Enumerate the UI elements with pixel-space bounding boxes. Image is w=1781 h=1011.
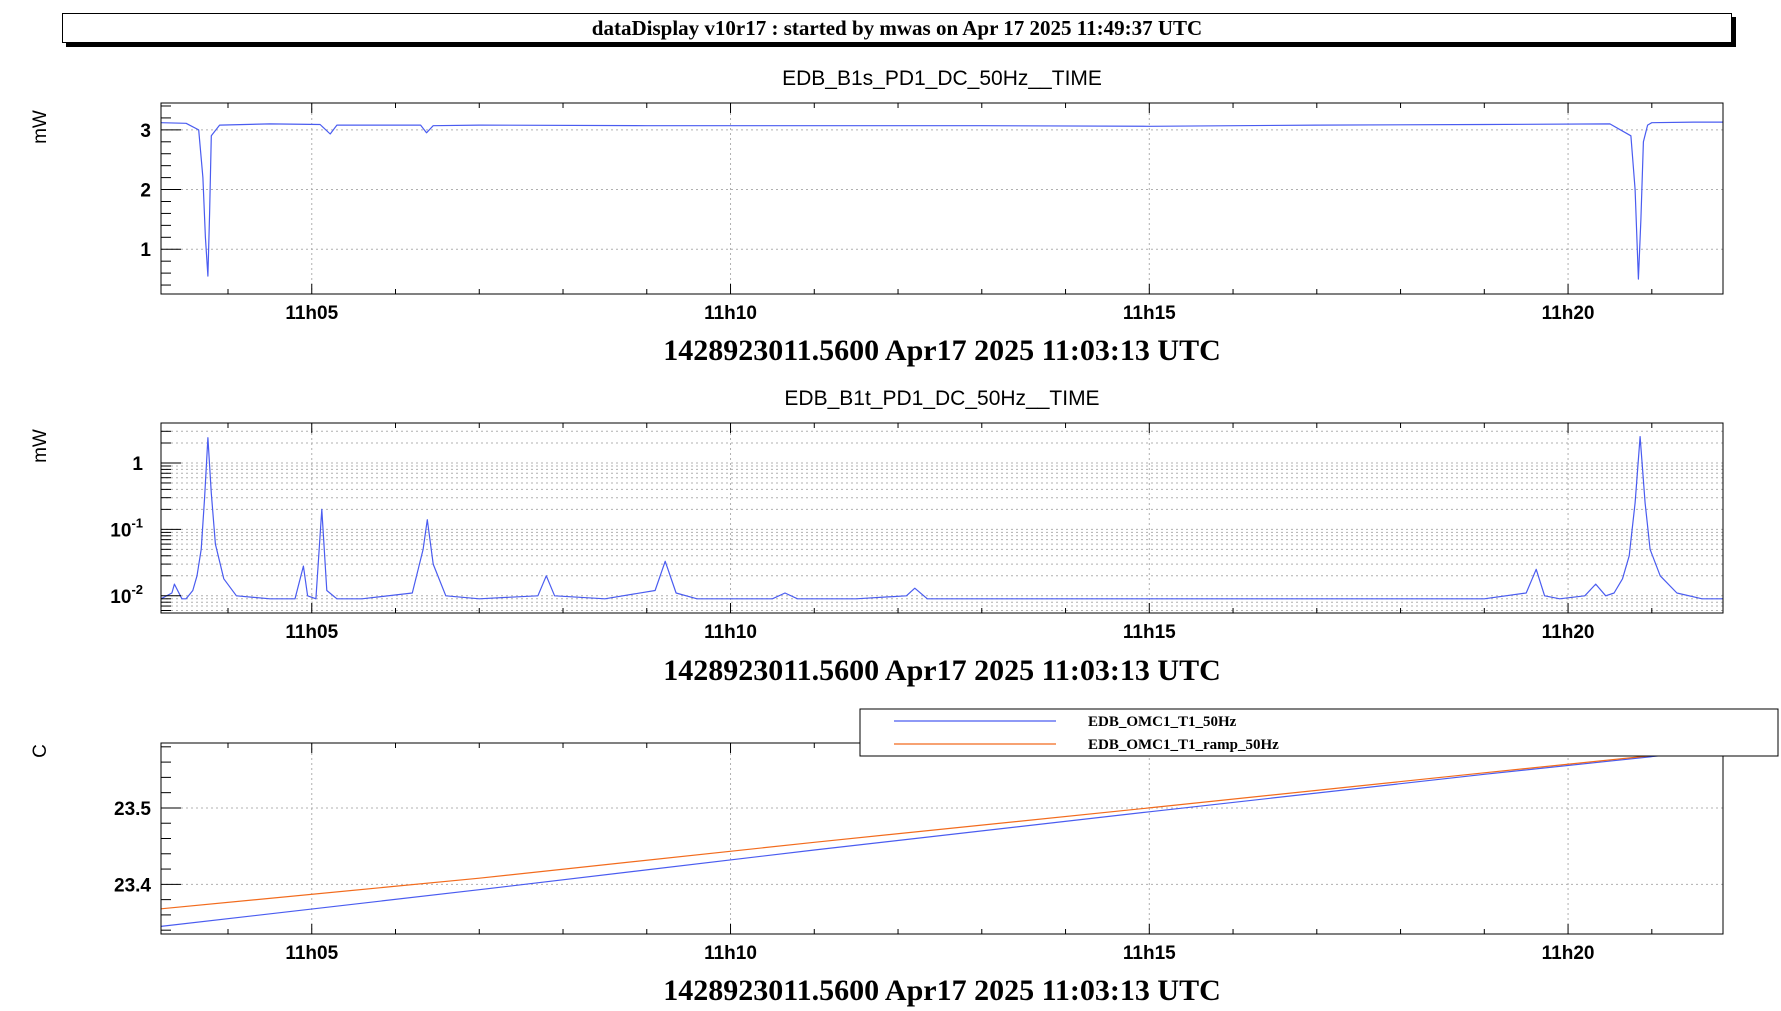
- y-tick-label: 2: [140, 181, 151, 202]
- y-tick-label: 3: [140, 121, 151, 142]
- plot-frame: [160, 742, 1724, 935]
- x-tick-label: 11h20: [1542, 943, 1595, 964]
- plot-frame: [160, 422, 1724, 614]
- x-tick-label: 11h05: [285, 943, 338, 964]
- x-tick-label: 11h20: [1542, 622, 1595, 643]
- y-axis-label: mW: [30, 110, 51, 144]
- x-axis-label: 1428923011.5600 Apr17 2025 11:03:13 UTC: [663, 654, 1221, 687]
- series-line-2: [160, 747, 1724, 910]
- y-tick-exponent: -1: [131, 515, 143, 530]
- y-tick-label: 10-1: [110, 515, 143, 541]
- x-tick-label: 11h15: [1123, 303, 1176, 324]
- y-tick-base: 10: [110, 587, 131, 608]
- x-tick-label: 11h10: [704, 943, 757, 964]
- y-tick-label: 23.5: [114, 799, 151, 820]
- legend-entry: EDB_OMC1_T1_50Hz: [1088, 714, 1237, 730]
- y-tick-exponent: -2: [131, 582, 143, 597]
- y-tick-base: 1: [132, 454, 143, 475]
- plot-frame: [160, 102, 1724, 295]
- y-tick-base: 10: [110, 520, 131, 541]
- x-axis-label: 1428923011.5600 Apr17 2025 11:03:13 UTC: [663, 974, 1221, 1007]
- legend-box: [859, 708, 1779, 757]
- series-line-1: [160, 748, 1724, 927]
- x-tick-label: 11h05: [285, 303, 338, 324]
- x-axis-label: 1428923011.5600 Apr17 2025 11:03:13 UTC: [663, 334, 1221, 367]
- x-tick-label: 11h20: [1542, 303, 1595, 324]
- x-tick-label: 11h15: [1123, 622, 1176, 643]
- x-tick-label: 11h15: [1123, 943, 1176, 964]
- display-title: dataDisplay v10r17 : started by mwas on …: [62, 13, 1732, 43]
- x-tick-label: 11h05: [285, 622, 338, 643]
- y-tick-label: 23.4: [114, 875, 151, 896]
- y-tick-label: 1: [132, 454, 143, 475]
- y-axis-label: C: [30, 744, 51, 758]
- x-tick-label: 11h10: [704, 303, 757, 324]
- legend-entry: EDB_OMC1_T1_ramp_50Hz: [1088, 737, 1279, 753]
- series-line-1: [160, 121, 1723, 280]
- y-tick-label: 1: [140, 240, 151, 261]
- y-tick-label: 10-2: [110, 582, 143, 608]
- series-line-1: [160, 436, 1723, 600]
- panel-title: EDB_B1t_PD1_DC_50Hz__TIME: [784, 387, 1099, 410]
- y-axis-label: mW: [30, 429, 51, 463]
- panel-title: EDB_B1s_PD1_DC_50Hz__TIME: [782, 67, 1102, 90]
- x-tick-label: 11h10: [704, 622, 757, 643]
